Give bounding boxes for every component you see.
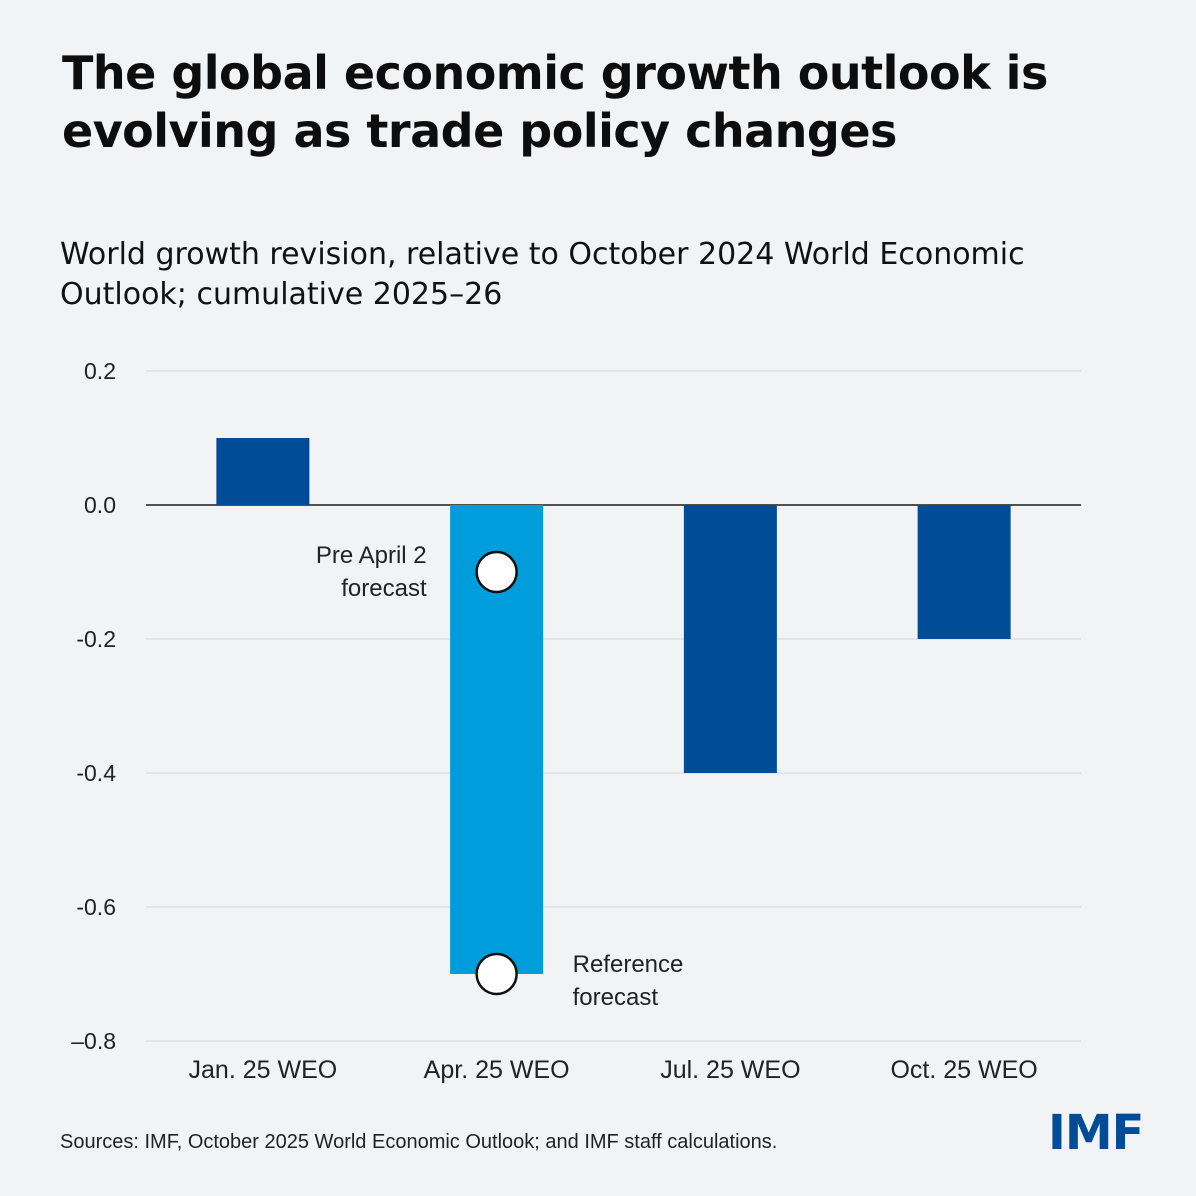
- forecast-marker: [475, 550, 518, 594]
- y-tick-label: 0.0: [84, 492, 116, 518]
- marker-label: Pre April 2: [316, 542, 427, 569]
- bar: [917, 505, 1011, 639]
- source-note: Sources: IMF, October 2025 World Economi…: [60, 1131, 778, 1153]
- x-tick-label: Apr. 25 WEO: [424, 1056, 570, 1084]
- y-tick-label: -0.2: [76, 626, 116, 652]
- y-tick-label: 0.2: [84, 358, 116, 384]
- y-tick-label: –0.8: [71, 1028, 116, 1054]
- y-tick-label: -0.6: [76, 894, 116, 920]
- x-tick-label: Jul. 25 WEO: [660, 1056, 800, 1084]
- chart-title: The global economic growth outlook is ev…: [62, 46, 1048, 158]
- marker-label: Reference: [573, 951, 684, 978]
- y-tick-label: -0.4: [76, 760, 116, 786]
- imf-logo: IMF: [1048, 1105, 1144, 1161]
- marker-label: forecast: [341, 575, 427, 602]
- bar: [216, 438, 310, 505]
- x-tick-label: Jan. 25 WEO: [189, 1056, 338, 1084]
- bar: [683, 505, 777, 773]
- x-tick-label: Oct. 25 WEO: [890, 1056, 1037, 1084]
- chart-subtitle: World growth revision, relative to Octob…: [60, 237, 1025, 312]
- marker-label: forecast: [573, 984, 659, 1011]
- forecast-marker: [475, 952, 518, 996]
